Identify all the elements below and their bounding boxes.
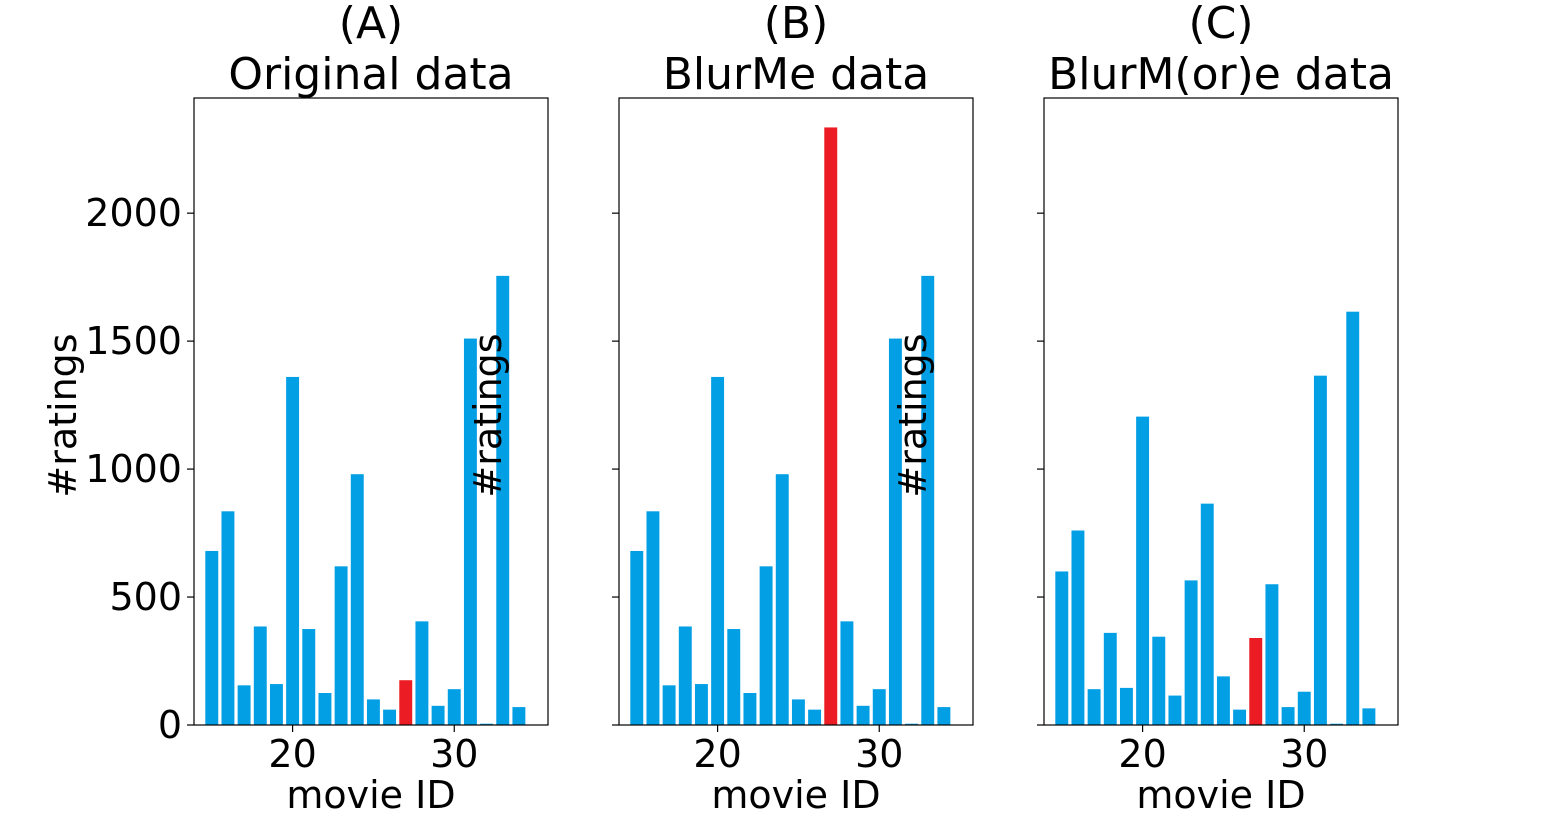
- y-axis-label: #ratings: [891, 333, 935, 497]
- bar: [350, 474, 364, 725]
- bar: [694, 684, 708, 725]
- bar: [1216, 676, 1230, 725]
- bar: [1313, 375, 1327, 725]
- bar: [366, 699, 380, 725]
- bar: [480, 723, 494, 725]
- x-tick-label: 30: [1280, 732, 1328, 776]
- bar: [840, 621, 854, 725]
- bar: [205, 550, 219, 725]
- panel-title: Original data: [228, 49, 513, 100]
- x-tick-label: 20: [268, 732, 316, 776]
- bar: [775, 474, 789, 725]
- x-axis-label: movie ID: [1136, 773, 1305, 815]
- bar: [856, 705, 870, 725]
- bar: [447, 689, 461, 725]
- bar: [1152, 636, 1166, 725]
- bar: [1136, 416, 1150, 725]
- bar: [1103, 632, 1117, 725]
- bar: [937, 707, 951, 725]
- y-axis-label: #ratings: [466, 333, 510, 497]
- x-tick-label: 30: [430, 732, 478, 776]
- bar: [1071, 530, 1085, 725]
- x-tick-label: 20: [1118, 732, 1166, 776]
- bar: [1233, 709, 1247, 725]
- bar: [463, 338, 477, 725]
- bar: [512, 707, 526, 725]
- bar: [791, 699, 805, 725]
- bar: [1087, 689, 1101, 725]
- bar: [318, 693, 332, 725]
- panel-title: BlurM(or)e data: [1048, 49, 1394, 100]
- bar-highlighted: [399, 680, 413, 725]
- y-tick-label: 500: [109, 575, 182, 619]
- bar: [1330, 723, 1344, 725]
- bar: [759, 566, 773, 725]
- panel-title-letter: (C): [1188, 0, 1253, 49]
- bar: [1119, 687, 1133, 725]
- bar: [1362, 708, 1376, 725]
- bar: [286, 376, 300, 725]
- bar: [808, 709, 822, 725]
- bar: [888, 338, 902, 725]
- x-tick-label: 20: [693, 732, 741, 776]
- bar: [221, 511, 235, 725]
- bar: [1346, 311, 1360, 725]
- bar: [302, 629, 316, 725]
- bar: [1168, 695, 1182, 725]
- axes-frame: [1043, 97, 1399, 726]
- x-axis-label: movie ID: [286, 773, 455, 815]
- bar: [1265, 584, 1279, 725]
- bar: [415, 621, 429, 725]
- panel-title: BlurMe data: [663, 49, 930, 100]
- y-tick-label: 0: [158, 703, 182, 747]
- x-axis-label: movie ID: [711, 773, 880, 815]
- bar: [905, 723, 919, 725]
- bar: [678, 626, 692, 725]
- bar: [727, 629, 741, 725]
- bar: [253, 626, 267, 725]
- bar-highlighted: [1249, 637, 1263, 725]
- bar-highlighted: [824, 127, 838, 726]
- bar: [269, 684, 283, 725]
- bar: [646, 511, 660, 725]
- y-tick-label: 1500: [85, 319, 182, 363]
- bar: [630, 550, 644, 725]
- bar: [711, 376, 725, 725]
- bar: [383, 709, 397, 725]
- y-tick-label: 2000: [85, 191, 182, 235]
- panel-a: (A)Original data 0 500 1000 1500 2000 20 30movi…: [41, 0, 549, 815]
- y-axis-label: #ratings: [41, 333, 85, 497]
- axes-frame: [193, 97, 549, 726]
- bar: [431, 705, 445, 725]
- panel-title-letter: (A): [339, 0, 403, 49]
- bar: [1297, 691, 1311, 725]
- panel-title-letter: (B): [764, 0, 829, 49]
- bar: [872, 689, 886, 725]
- bar: [662, 685, 676, 725]
- y-tick-label: 1000: [85, 447, 182, 491]
- bar: [1055, 571, 1069, 725]
- axes-frame: [618, 97, 974, 726]
- bar: [1184, 580, 1198, 725]
- x-tick-label: 30: [855, 732, 903, 776]
- bar: [1281, 707, 1295, 725]
- bar: [921, 275, 935, 725]
- bar: [1200, 503, 1214, 725]
- bar: [496, 275, 510, 725]
- bar: [743, 693, 757, 725]
- bar: [237, 685, 251, 725]
- bar: [334, 566, 348, 725]
